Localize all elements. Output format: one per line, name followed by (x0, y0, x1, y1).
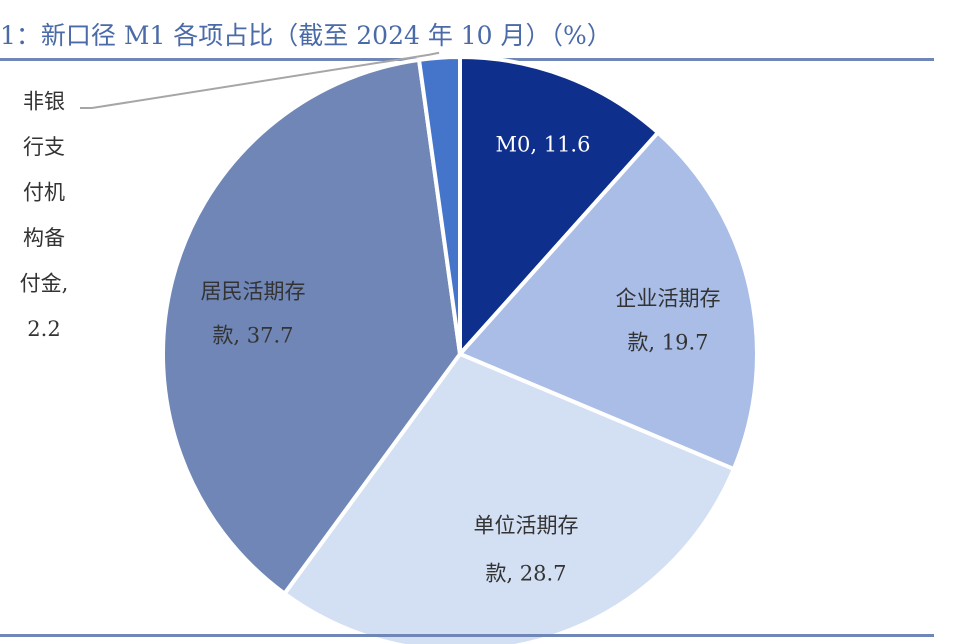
slice-corporate-demand-deposits-label: 款, 19.7 (627, 331, 708, 355)
slice-nonbank-payment-reserves-label: 付机 (23, 181, 65, 205)
slice-nonbank-payment-reserves-label: 行支 (23, 135, 65, 159)
slice-unit-demand-deposits-label: 款, 28.7 (485, 562, 566, 586)
slice-household-demand-deposits (161, 57, 462, 596)
slice-nonbank-payment-reserves-label: 付金, (20, 272, 69, 296)
bottom-rule (0, 634, 934, 637)
slice-m0 (458, 55, 660, 356)
slice-m0-label: M0, 11.6 (496, 133, 591, 157)
pie-slices (161, 55, 759, 644)
slice-household-demand-deposits-label: 款, 37.7 (212, 324, 293, 348)
chart-title: 1：新口径 M1 各项占比（截至 2024 年 10 月）（%） (0, 21, 612, 50)
slice-corporate-demand-deposits-label: 企业活期存 (616, 287, 721, 311)
slice-household-demand-deposits-label: 居民活期存 (201, 280, 306, 304)
leader-line (80, 51, 440, 109)
slice-nonbank-payment-reserves-label: 非银 (23, 90, 65, 114)
slice-unit-demand-deposits-label: 单位活期存 (474, 514, 579, 538)
slice-nonbank-payment-reserves (417, 55, 462, 356)
slice-nonbank-payment-reserves-label: 构备 (23, 226, 65, 250)
slice-unit-demand-deposits (282, 352, 736, 644)
slice-nonbank-payment-reserves-label: 2.2 (27, 317, 60, 341)
